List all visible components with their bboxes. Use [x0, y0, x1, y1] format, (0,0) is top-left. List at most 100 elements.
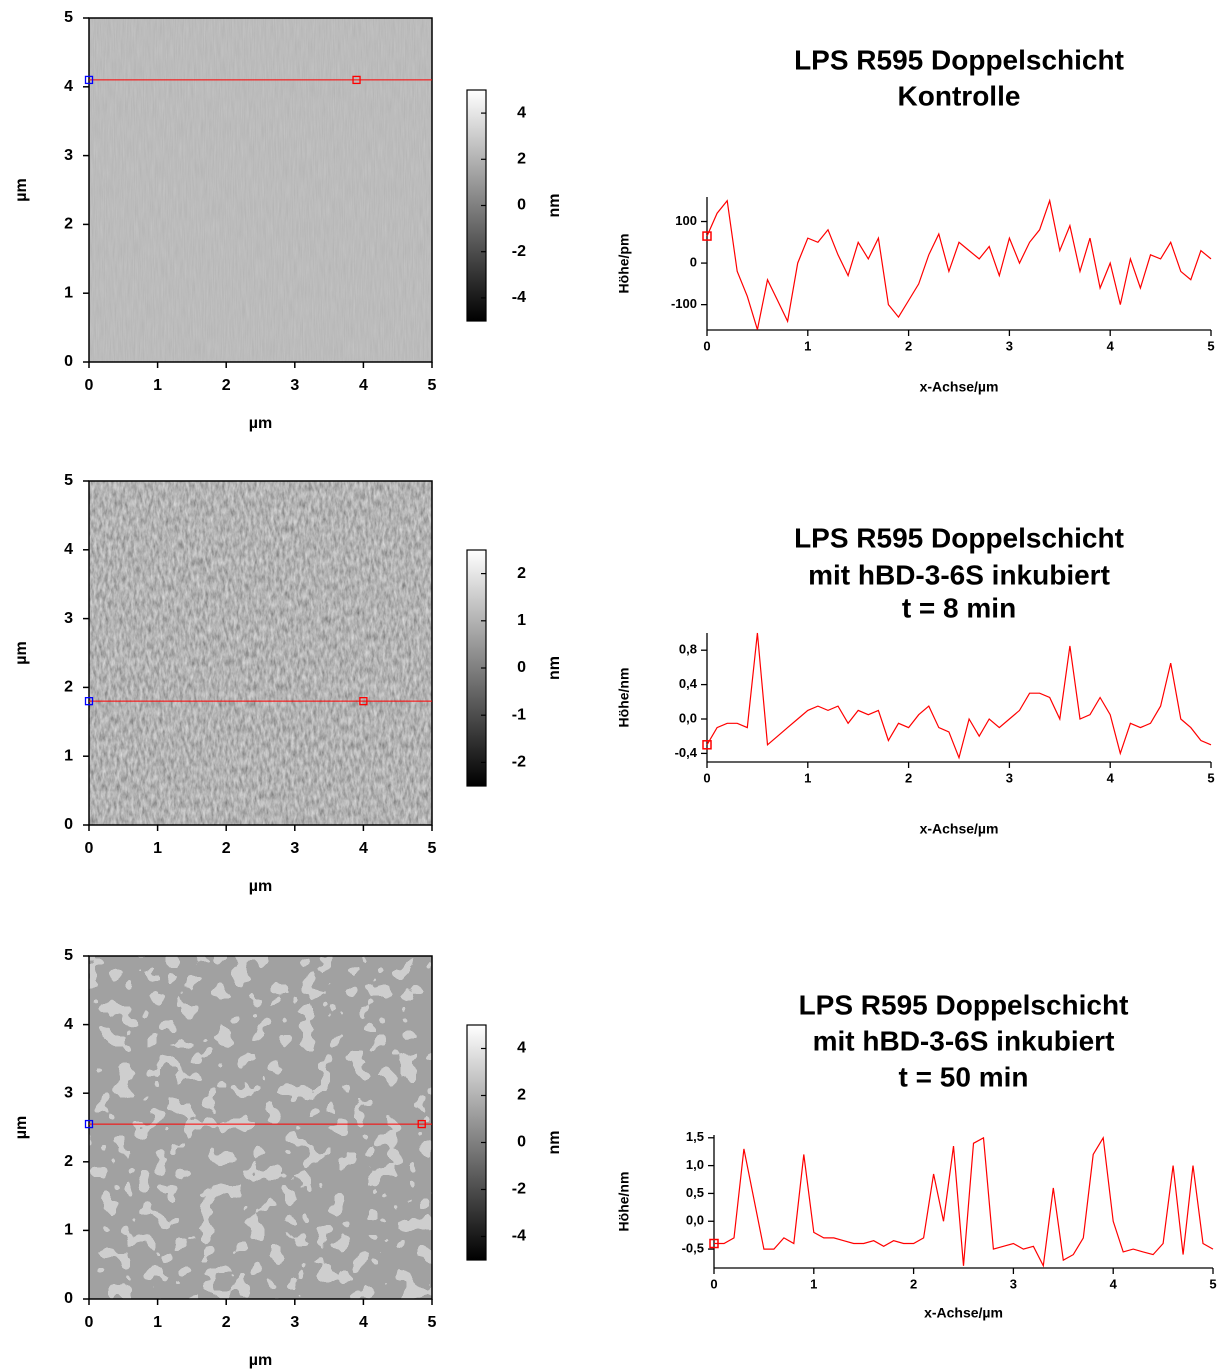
x-tick-label: 4	[1110, 1276, 1118, 1291]
x-tick-label: 3	[1006, 770, 1013, 785]
start-marker	[702, 231, 712, 241]
x-tick-label: 2	[905, 770, 912, 785]
chart-title: mit hBD-3-6S inkubiert	[808, 559, 1110, 590]
y-axis-label: Höhe/pm	[616, 234, 632, 294]
start-marker	[702, 740, 712, 750]
y-tick-label: 4	[64, 78, 73, 95]
y-tick-label: 1	[64, 284, 73, 301]
y-tick-label: 3	[64, 610, 73, 627]
profile-marker	[352, 75, 361, 85]
colorbar-tick-label: 0	[517, 1134, 526, 1151]
y-tick-label: -100	[671, 296, 697, 311]
profile-curve	[706, 632, 1212, 760]
y-tick-label: 0,5	[686, 1185, 704, 1200]
chart-title: LPS R595 Doppelschicht	[794, 522, 1124, 553]
y-tick-label: 2	[64, 216, 73, 233]
x-tick-label: 1	[153, 840, 162, 857]
profile-marker	[84, 75, 94, 85]
x-tick-label: 0	[85, 1314, 94, 1331]
y-tick-label: 3	[64, 1084, 73, 1101]
x-tick-label: 1	[153, 1314, 162, 1331]
y-tick-label: 4	[64, 541, 73, 558]
afm-image	[89, 18, 432, 362]
profile-marker	[84, 697, 94, 706]
x-tick-label: 3	[290, 1314, 299, 1331]
plot-frame	[88, 480, 433, 826]
y-tick-label: -0,4	[675, 745, 698, 760]
x-tick-label: 4	[359, 840, 368, 857]
x-axis-label: µm	[249, 415, 272, 432]
y-tick-label: 0	[690, 255, 697, 270]
y-tick-label: 0,4	[679, 676, 698, 691]
y-tick-label: 0	[64, 353, 73, 370]
x-tick-label: 4	[359, 377, 368, 394]
colorbar-tick-label: 2	[517, 1087, 526, 1104]
x-tick-label: 3	[290, 840, 299, 857]
x-axis-label: x-Achse/µm	[924, 1305, 1003, 1321]
x-tick-label: 0	[85, 840, 94, 857]
plot-frame	[88, 17, 433, 363]
x-tick-label: 1	[153, 377, 162, 394]
colorbar-tick-label: 2	[517, 565, 526, 582]
profile-curve	[706, 198, 1212, 330]
x-tick-label: 1	[804, 338, 811, 353]
x-tick-label: 2	[222, 377, 231, 394]
colorbar-label: nm	[546, 656, 563, 680]
y-tick-label: 2	[64, 1153, 73, 1170]
profile-marker	[417, 1119, 426, 1129]
y-tick-label: 1	[64, 1222, 73, 1239]
y-tick-label: 1,5	[686, 1129, 704, 1144]
x-tick-label: 2	[222, 840, 231, 857]
afm-image	[89, 481, 432, 825]
y-tick-label: 0	[64, 1290, 73, 1307]
x-tick-label: 0	[703, 770, 710, 785]
x-tick-label: 0	[703, 338, 710, 353]
profile-marker	[84, 1119, 94, 1129]
x-tick-label: 5	[1207, 338, 1214, 353]
start-marker	[709, 1238, 719, 1249]
y-tick-label: 3	[64, 147, 73, 164]
profile-marker	[359, 697, 368, 706]
x-axis-label: x-Achse/µm	[920, 821, 999, 837]
colorbar-label: nm	[546, 1131, 563, 1155]
y-axis-label: µm	[13, 178, 30, 201]
y-axis-label: µm	[13, 641, 30, 664]
x-tick-label: 4	[1107, 338, 1115, 353]
y-axis-label: Höhe/nm	[616, 1172, 632, 1232]
chart-title: LPS R595 Doppelschicht	[799, 989, 1129, 1020]
y-tick-label: 1	[64, 747, 73, 764]
chart-title: Kontrolle	[898, 80, 1021, 111]
x-tick-label: 2	[222, 1314, 231, 1331]
x-tick-label: 3	[1006, 338, 1013, 353]
y-tick-label: 0,8	[679, 642, 697, 657]
colorbar-tick-label: 1	[517, 612, 526, 629]
y-tick-label: 5	[64, 472, 73, 489]
x-tick-label: 5	[428, 1314, 437, 1331]
y-axis-label: Höhe/nm	[616, 668, 632, 728]
colorbar-tick-label: 0	[517, 197, 526, 214]
colorbar-tick-label: -4	[512, 289, 526, 306]
x-tick-label: 2	[905, 338, 912, 353]
x-tick-label: 5	[1209, 1276, 1216, 1291]
chart-title: t = 50 min	[899, 1061, 1029, 1092]
x-tick-label: 4	[359, 1314, 368, 1331]
colorbar-label: nm	[546, 194, 563, 218]
colorbar-tick-label: -2	[512, 754, 526, 771]
y-tick-label: 5	[64, 947, 73, 964]
profile-curve	[714, 1135, 1214, 1268]
x-axis-label: µm	[249, 1352, 272, 1369]
x-tick-label: 5	[1207, 770, 1214, 785]
x-axis-label: x-Achse/µm	[920, 379, 999, 395]
x-tick-label: 3	[290, 377, 299, 394]
colorbar-tick-label: 4	[517, 104, 526, 121]
chart-title: t = 8 min	[902, 592, 1016, 623]
y-tick-label: 0,0	[679, 710, 697, 725]
x-tick-label: 1	[804, 770, 811, 785]
y-tick-label: 0,0	[686, 1213, 704, 1228]
x-tick-label: 5	[428, 840, 437, 857]
x-tick-label: 3	[1010, 1276, 1017, 1291]
y-tick-label: 4	[64, 1016, 73, 1033]
y-tick-label: 1,0	[686, 1157, 704, 1172]
